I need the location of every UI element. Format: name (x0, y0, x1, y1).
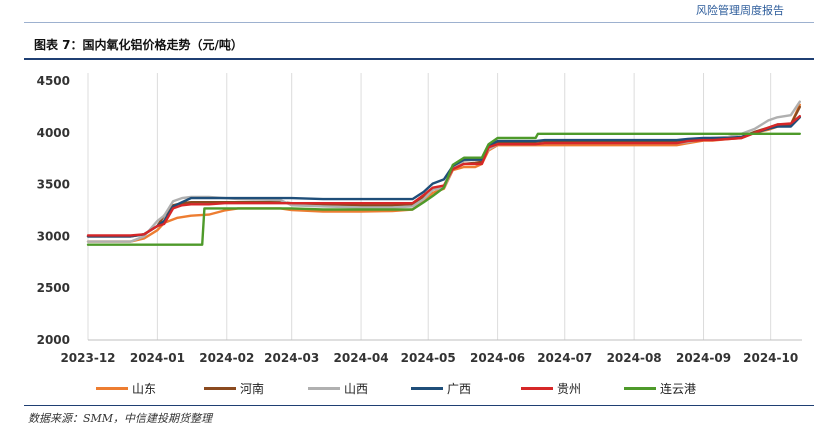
series-line-1 (86, 103, 801, 243)
legend-label: 广西 (447, 381, 472, 396)
grid-layer (87, 73, 772, 340)
series-line-4 (86, 116, 801, 238)
x-tick-label: 2024-09 (676, 351, 731, 365)
y-tick-label: 4500 (37, 74, 70, 88)
legend-item: 山东 (96, 379, 156, 397)
legend-swatch (521, 386, 553, 390)
header-divider (24, 22, 814, 23)
legend-item: 广西 (411, 379, 471, 397)
legend-label: 山西 (344, 381, 369, 396)
title-divider (24, 58, 814, 60)
x-tick-label: 2024-03 (264, 351, 319, 365)
legend-swatch (204, 386, 236, 390)
x-tick-label: 2024-07 (537, 351, 592, 365)
legend-item: 河南 (204, 379, 264, 397)
bottom-divider (24, 405, 814, 406)
x-tick-label: 2024-04 (334, 351, 389, 365)
legend-label: 河南 (240, 381, 265, 396)
legend-item: 山西 (308, 379, 368, 397)
y-tick-label: 2000 (37, 333, 70, 347)
series-line-2 (86, 105, 801, 238)
y-tick-label: 4000 (37, 126, 70, 140)
x-tick-label: 2023-12 (60, 351, 115, 365)
series-line-6 (86, 132, 801, 246)
price-line-chart: 2023-12 2024-01 2024-02 2024-03 2024-04 2024-… (37, 73, 802, 365)
legend-label: 山东 (132, 381, 157, 396)
axis-layer: 2023-12 2024-01 2024-02 2024-03 2024-04 2024-… (37, 74, 802, 365)
legend-swatch (624, 386, 656, 390)
chart-legend: 山东 河南 山西 广西 贵州 连云港 (96, 379, 796, 397)
x-tick-label: 2024-01 (130, 351, 185, 365)
legend-label: 贵州 (557, 381, 582, 396)
figure-title: 图表 7：国内氧化铝价格走势（元/吨） (34, 38, 243, 52)
y-tick-label: 3500 (37, 178, 70, 192)
legend-swatch (308, 386, 340, 390)
legend-swatch (96, 386, 128, 390)
x-tick-label: 2024-02 (199, 351, 254, 365)
legend-item: 贵州 (521, 379, 581, 397)
series-layer (86, 100, 801, 246)
y-tick-label: 3000 (37, 229, 70, 243)
legend-label: 连云港 (660, 381, 697, 396)
x-tick-label: 2024-08 (607, 351, 662, 365)
y-tick-label: 2500 (37, 281, 70, 295)
x-tick-label: 2024-10 (743, 351, 798, 365)
x-tick-label: 2024-06 (470, 351, 525, 365)
x-tick-label: 2024-05 (401, 351, 456, 365)
legend-item: 连云港 (624, 379, 696, 397)
series-line-3 (86, 100, 801, 243)
report-header: 风险管理周度报告 (696, 4, 784, 17)
data-source-note: 数据来源：SMM，中信建投期货整理 (28, 412, 213, 425)
legend-swatch (411, 386, 443, 390)
